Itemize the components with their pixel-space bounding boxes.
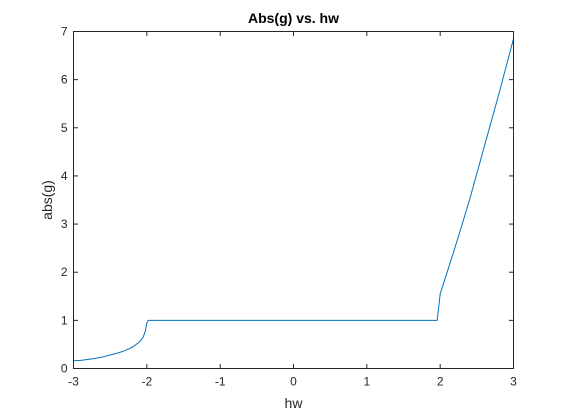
x-tick-label: -3: [68, 375, 79, 389]
x-tick-label: -1: [215, 375, 226, 389]
y-axis-title: abs(g): [39, 180, 55, 220]
x-tick-label: -2: [141, 375, 152, 389]
x-tick-label: 3: [510, 375, 517, 389]
series-line-1: [73, 38, 514, 362]
plot-area: [73, 31, 514, 369]
x-tick-label: 1: [363, 375, 370, 389]
series-layer: [73, 38, 514, 362]
y-axis-ticks: 0 1 2 3 4 5 6 7: [61, 25, 514, 376]
y-tick-label: 6: [61, 73, 68, 87]
y-tick-label: 5: [61, 121, 68, 135]
y-tick-label: 7: [61, 25, 68, 39]
y-tick-label: 4: [61, 169, 68, 183]
x-tick-label: 2: [437, 375, 444, 389]
chart-title: Abs(g) vs. hw: [248, 10, 339, 26]
x-axis-ticks: -3 -2 -1 0 1 2 3: [68, 31, 517, 389]
y-tick-label: 3: [61, 217, 68, 231]
x-axis-title: hw: [285, 395, 304, 411]
y-tick-label: 2: [61, 265, 68, 279]
y-tick-label: 1: [61, 313, 68, 327]
y-tick-label: 0: [61, 362, 68, 376]
x-tick-label: 0: [290, 375, 297, 389]
